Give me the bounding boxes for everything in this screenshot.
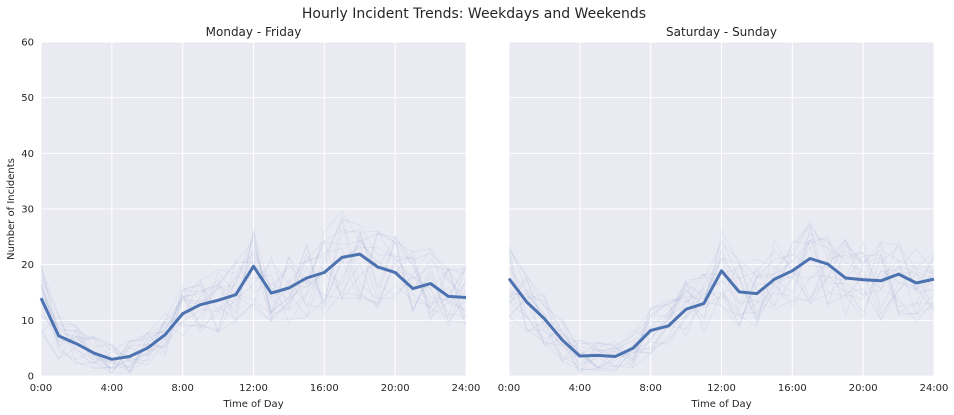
y-tick-label: 30 [21, 205, 34, 216]
x-tick-label: 12:00 [239, 383, 268, 394]
background-trace [40, 231, 467, 371]
background-trace [508, 265, 935, 368]
background-trace [508, 224, 935, 374]
background-trace [40, 231, 467, 368]
background-trace [40, 258, 467, 369]
x-tick-label: 4:00 [101, 383, 123, 394]
background-trace [40, 252, 467, 352]
background-trace [508, 245, 935, 359]
panel-title: Monday - Friday [206, 25, 302, 39]
x-tick-label: 4:00 [569, 383, 591, 394]
background-trace [508, 239, 935, 369]
x-axis-label: Time of Day [222, 399, 283, 410]
background-trace [40, 247, 467, 375]
y-tick-label: 20 [21, 260, 34, 271]
y-axis-label: Number of Incidents [6, 158, 17, 260]
background-trace [508, 242, 935, 368]
background-trace [40, 235, 467, 364]
background-trace [508, 240, 935, 366]
background-trace [40, 229, 467, 374]
background-trace [40, 246, 467, 369]
background-trace [40, 214, 467, 374]
panel-weekends: 0:00 4:00 8:00 12:00 16:00 20:00 24:00 Time of … [498, 25, 949, 410]
figure-title: Hourly Incident Trends: Weekdays and Wee… [302, 6, 646, 22]
background-trace [508, 239, 935, 361]
background-trace [508, 232, 935, 360]
y-tick-label: 60 [21, 38, 34, 49]
x-tick-label: 8:00 [639, 383, 661, 394]
background-trace [40, 217, 467, 366]
x-tick-label: 0:00 [498, 383, 520, 394]
background-trace [508, 240, 935, 371]
x-tick-label: 20:00 [849, 383, 878, 394]
y-tick-label: 40 [21, 149, 34, 160]
background-trace [40, 229, 467, 375]
background-trace [508, 238, 935, 369]
background-trace [40, 235, 467, 365]
background-trace [40, 219, 467, 369]
x-tick-label: 8:00 [171, 383, 193, 394]
x-tick-label: 12:00 [707, 383, 736, 394]
x-tick-label: 24:00 [452, 383, 481, 394]
x-tick-label: 16:00 [778, 383, 807, 394]
background-trace [508, 223, 935, 373]
x-tick-label: 16:00 [310, 383, 339, 394]
panel-title: Saturday - Sunday [666, 25, 777, 39]
background-trace [508, 237, 935, 363]
background-trace [508, 254, 935, 363]
background-trace [40, 229, 467, 373]
x-tick-label: 24:00 [920, 383, 949, 394]
background-trace [508, 229, 935, 371]
x-axis-label: Time of Day [690, 399, 751, 410]
x-tick-label: 20:00 [381, 383, 410, 394]
y-tick-label: 0 [28, 372, 34, 383]
background-trace [40, 210, 467, 369]
x-tick-label: 0:00 [30, 383, 52, 394]
background-trace [508, 251, 935, 374]
y-tick-label: 10 [21, 316, 34, 327]
background-trace [508, 221, 935, 368]
panel-weekdays: 0:00 4:00 8:00 12:00 16:00 20:00 24:00 0 10 20 30 4… [6, 25, 480, 410]
y-tick-label: 50 [21, 93, 34, 104]
